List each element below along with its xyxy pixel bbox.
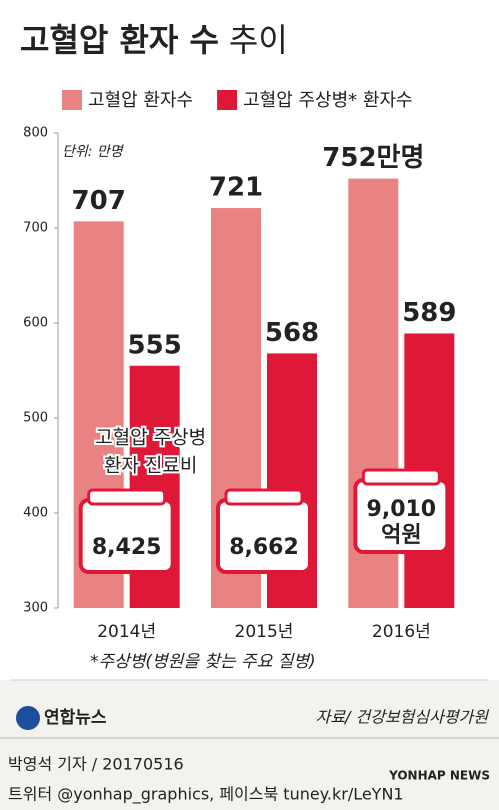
legend-label: 고혈압 환자수 — [88, 90, 193, 111]
y-tick-label: 500 — [23, 411, 48, 426]
y-tick-label: 700 — [23, 221, 48, 236]
money-icon — [361, 468, 441, 486]
cost-title: 고혈압 주상병 — [95, 427, 206, 449]
social: 트위터 @yonhap_graphics, 페이스북 tuney.kr/LeYN… — [8, 785, 404, 805]
source: 자료/ 건강보험심사평가원 — [316, 708, 490, 727]
value-label: 568 — [265, 318, 319, 348]
chart-title: 고혈압 환자 수 — [20, 21, 219, 59]
cost-title: 환자 진료비 — [104, 455, 197, 477]
y-tick-label: 300 — [23, 601, 48, 616]
logo: 연합뉴스 — [44, 707, 107, 728]
value-label: 555 — [128, 330, 182, 360]
value-label: 752만명 — [322, 143, 424, 173]
value-label: 589 — [402, 298, 456, 328]
money-icon — [224, 488, 304, 506]
footnote: *주상병(병원을 찾는 주요 질병) — [90, 652, 316, 672]
unit-label: 단위: 만명 — [62, 144, 125, 160]
x-tick-label: 2015년 — [235, 622, 294, 642]
chart-title-suffix: 추이 — [229, 21, 288, 59]
x-tick-label: 2014년 — [97, 622, 156, 642]
cost-label: 9,010 — [367, 497, 437, 522]
money-icon — [87, 488, 167, 506]
value-label: 721 — [209, 173, 263, 203]
legend-swatch — [217, 90, 238, 110]
cost-unit: 억원 — [381, 523, 421, 548]
watermark: YONHAP NEWS — [388, 769, 490, 783]
x-tick-label: 2016년 — [372, 622, 431, 642]
value-label: 707 — [72, 186, 126, 216]
y-tick-label: 800 — [23, 126, 48, 141]
cost-label: 8,425 — [92, 535, 162, 560]
y-tick-label: 400 — [23, 506, 48, 521]
cost-label: 8,662 — [229, 535, 299, 560]
byline: 박영석 기자 / 20170516 — [8, 755, 184, 774]
logo-icon — [16, 706, 40, 730]
y-tick-label: 600 — [23, 316, 48, 331]
legend-label: 고혈압 주상병* 환자수 — [243, 90, 412, 111]
legend-swatch — [62, 90, 82, 110]
